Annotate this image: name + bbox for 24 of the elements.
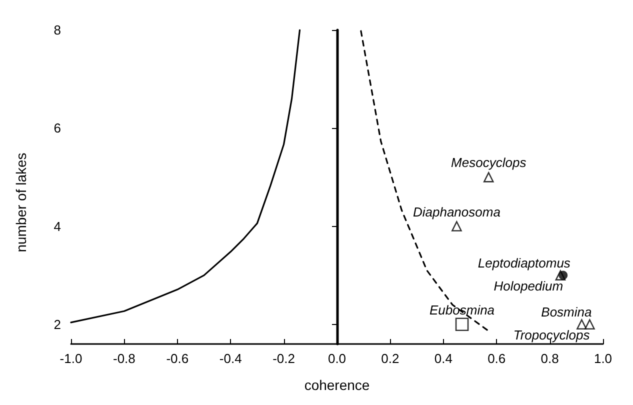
x-tick-label: -0.8: [112, 351, 136, 366]
x-tick-label: 0.2: [381, 351, 400, 366]
annotation: Eubosmina: [429, 302, 495, 318]
y-tick-label: 8: [54, 22, 61, 38]
y-tick-label: 4: [54, 218, 61, 234]
x-tick-label: -0.2: [272, 351, 296, 366]
x-tick-label: 1.0: [594, 351, 612, 366]
x-tick-label: -0.4: [219, 351, 242, 366]
annotation: Bosmina: [541, 304, 592, 320]
x-axis-title: coherence: [304, 377, 370, 393]
x-tick-label: 0.0: [328, 351, 346, 366]
y-axis-title: number of lakes: [13, 152, 29, 252]
x-tick-label: -0.6: [166, 351, 189, 366]
annotation: Leptodiaptomus: [478, 255, 571, 270]
annotation: Diaphanosoma: [412, 204, 500, 220]
x-tick-label: 0.8: [540, 351, 559, 366]
annotation: Mesocyclops: [451, 155, 527, 170]
y-tick-label: 2: [54, 316, 61, 332]
annotation: Holopedium: [494, 278, 564, 294]
annotation: Tropocyclops: [513, 327, 590, 342]
x-tick-label: 0.4: [434, 351, 452, 366]
x-tick-label: 0.6: [488, 351, 506, 366]
y-tick-label: 6: [54, 120, 61, 136]
x-tick-label: -1.0: [60, 351, 82, 366]
